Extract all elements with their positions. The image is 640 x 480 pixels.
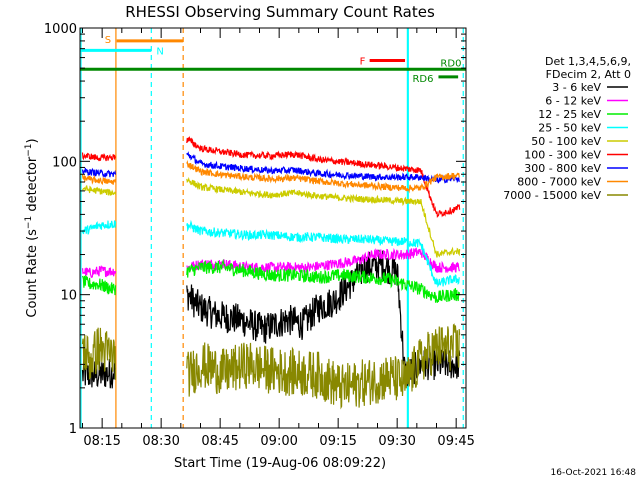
series-line-5	[81, 135, 461, 219]
legend-label-2: 12 - 25 keV	[538, 108, 601, 121]
legend-label-7: 800 - 7000 keV	[517, 176, 601, 189]
flag-label-rd0: RD0	[440, 58, 461, 69]
legend-label-8: 7000 - 15000 keV	[503, 189, 601, 202]
x-tick-label-0: 08:15	[83, 434, 120, 449]
chart-title: RHESSI Observing Summary Count Rates	[125, 3, 435, 21]
flag-label-f: F	[360, 57, 366, 68]
x-tick-label-6: 09:45	[437, 434, 474, 449]
footer-timestamp: 16-Oct-2021 16:48	[551, 468, 637, 478]
series-line-3	[81, 219, 460, 288]
series-line-8	[81, 323, 461, 410]
plot-frame	[79, 27, 467, 429]
series-line-2	[81, 258, 461, 303]
series-line-6	[81, 151, 460, 184]
flag-label-rd6: RD6	[412, 74, 433, 85]
x-tick-label-2: 08:45	[201, 434, 238, 449]
y-tick-label-2: 100	[52, 155, 77, 170]
legend-header-1: FDecim 2, Att 0	[546, 68, 631, 81]
legend-label-5: 100 - 300 keV	[524, 149, 601, 162]
x-tick-label-3: 09:00	[260, 434, 297, 449]
x-tick-label-4: 09:15	[319, 434, 356, 449]
x-tick-label-1: 08:30	[142, 434, 179, 449]
legend-label-4: 50 - 100 keV	[531, 135, 601, 148]
flag-label-s: S	[105, 35, 111, 46]
legend-label-0: 3 - 6 keV	[552, 81, 601, 94]
flag-label-n: N	[156, 46, 163, 57]
y-tick-label-3: 1000	[44, 22, 77, 37]
legend-label-6: 300 - 800 keV	[524, 162, 601, 175]
legend-header-0: Det 1,3,4,5,6,9,	[545, 55, 631, 68]
legend-label-1: 6 - 12 keV	[545, 95, 601, 108]
x-axis-label: Start Time (19-Aug-06 08:09:22)	[174, 456, 386, 471]
series-line-4	[82, 176, 461, 258]
series-line-0	[81, 249, 461, 389]
series-line-7	[81, 159, 461, 194]
legend: Det 1,3,4,5,6,9,FDecim 2, Att 03 - 6 keV…	[503, 55, 631, 202]
legend-label-3: 25 - 50 keV	[538, 122, 601, 135]
x-tick-label-5: 09:30	[378, 434, 415, 449]
y-tick-label-1: 10	[60, 289, 77, 304]
y-tick-label-0: 1	[69, 422, 77, 437]
y-axis-label: Count Rate (s−1 detector−1)	[24, 138, 40, 317]
